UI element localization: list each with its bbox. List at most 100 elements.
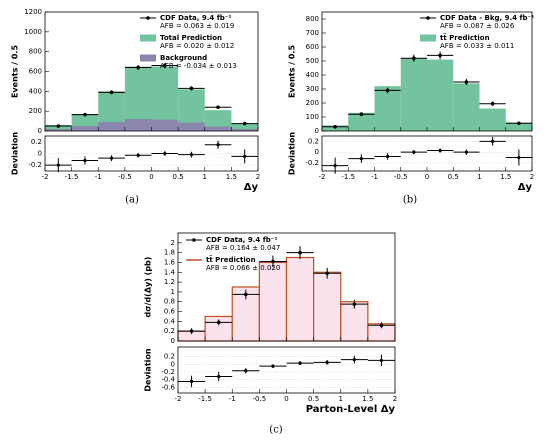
x-tick-label: -2 (42, 173, 49, 181)
y-tick-label: 1 (171, 288, 175, 296)
y-tick-label: 0 (171, 337, 175, 345)
data-point (438, 53, 442, 58)
y-axis-label: Deviation (11, 132, 20, 175)
data-point (242, 121, 247, 126)
histogram-bar (231, 124, 258, 131)
x-tick-label: 0 (284, 395, 288, 403)
legend-label: tt̄ Prediction (206, 255, 256, 264)
x-tick-label: 0.5 (448, 173, 459, 181)
data-point (490, 101, 495, 106)
data-point (438, 148, 442, 153)
histogram-bar (178, 122, 205, 131)
y-tick-label: 800 (306, 15, 319, 23)
data-point (244, 369, 248, 373)
y-tick-label: 0 (38, 150, 42, 158)
y-tick-label: 0.2 (164, 353, 175, 361)
deviation-frame (177, 346, 396, 394)
x-tick-label: 1 (339, 395, 343, 403)
legend-note: AFB = 0.033 ± 0.011 (440, 42, 514, 50)
histogram-bar (71, 126, 99, 131)
data-point (359, 157, 363, 161)
legend-note: AFB = -0.034 ± 0.013 (160, 62, 237, 70)
x-tick-label: -1 (371, 173, 378, 181)
histogram-bar (45, 129, 72, 131)
histogram-bar (258, 261, 288, 342)
legend-symbol (420, 34, 436, 42)
y-tick-label: 600 (306, 43, 319, 51)
data-point (243, 154, 247, 159)
data-point (189, 153, 194, 157)
data-point (189, 379, 194, 384)
histogram-bar (231, 129, 258, 131)
histogram-bar (374, 86, 401, 131)
legend-note: AFB = 0.063 ± 0.019 (160, 22, 234, 30)
histogram-bar (204, 110, 232, 131)
y-tick-label: -0.2 (305, 159, 319, 167)
y-tick-label: 1.8 (164, 249, 175, 257)
data-point (271, 364, 275, 368)
y-axis-label: Deviation (144, 348, 153, 391)
data-point (244, 292, 248, 297)
y-tick-label: 2 (171, 239, 175, 247)
x-tick-label: 0.5 (308, 395, 319, 403)
data-point (333, 164, 337, 168)
y-tick-label: 0.2 (308, 137, 319, 145)
y-tick-label: 500 (306, 57, 319, 65)
data-point (412, 150, 416, 154)
data-point (189, 86, 194, 91)
data-point (56, 163, 60, 167)
y-tick-label: -0.2 (28, 161, 42, 169)
y-tick-label: 0.4 (164, 317, 176, 325)
x-tick-label: 0.5 (173, 173, 184, 181)
x-axis-label: Δy (518, 182, 533, 193)
histogram-bar (453, 83, 480, 131)
histogram-bar (45, 125, 72, 131)
x-tick-label: 0 (149, 173, 153, 181)
data-point (163, 151, 167, 156)
caption: (b) (403, 195, 417, 206)
data-point (189, 329, 194, 333)
data-point (109, 156, 114, 160)
data-point (216, 143, 220, 147)
data-point (298, 361, 302, 365)
y-tick-label: 1.4 (164, 268, 176, 276)
legend-label: Total Prediction (160, 34, 222, 42)
x-axis-label: Parton-Level Δy (306, 404, 396, 415)
data-point (352, 358, 356, 362)
histogram-bar (479, 108, 506, 131)
y-tick-label: 0.8 (164, 298, 175, 306)
legend-label: CDF Data, 9.4 fb⁻¹ (206, 236, 278, 244)
data-point (109, 90, 114, 95)
y-tick-label: 1000 (24, 28, 42, 36)
x-tick-label: 0 (425, 173, 429, 181)
histogram-bar (348, 112, 375, 131)
data-point (217, 374, 221, 379)
y-tick-label: 0 (171, 360, 175, 368)
y-tick-label: 400 (306, 71, 319, 79)
legend-symbol (426, 16, 430, 20)
y-tick-label: 1.2 (164, 278, 175, 286)
y-tick-label: 300 (306, 85, 319, 93)
x-tick-label: -0.5 (118, 173, 132, 181)
data-point (379, 323, 384, 328)
data-point (352, 302, 357, 306)
y-axis-label: dσ/d(Δy) (pb) (144, 257, 153, 318)
data-point (325, 360, 329, 364)
histogram-bar (124, 119, 152, 131)
caption: (c) (269, 425, 283, 436)
y-tick-label: 600 (29, 68, 42, 76)
y-tick-label: 400 (29, 87, 42, 95)
data-point (359, 112, 364, 116)
y-tick-label: 0 (315, 148, 319, 156)
x-tick-label: 1 (477, 173, 481, 181)
legend-symbol (140, 54, 156, 62)
data-point (386, 154, 390, 159)
legend-symbol (140, 34, 156, 42)
y-tick-label: 0.2 (164, 327, 175, 335)
data-point (136, 65, 140, 70)
legend-label: Background (160, 54, 207, 62)
x-tick-label: 1.5 (500, 173, 511, 181)
histogram-bar (231, 286, 260, 342)
histogram-bar (400, 58, 427, 132)
